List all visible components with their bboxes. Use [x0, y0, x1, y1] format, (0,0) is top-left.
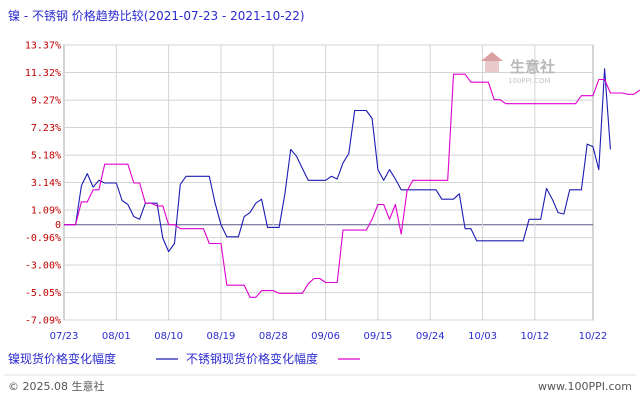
grid	[64, 44, 593, 321]
footer-copyright: © 2025.08 生意社	[8, 379, 104, 393]
x-axis-ticks: 07/23 08/01 08/10 08/19 08/28 09/06 09/15 09/24…	[50, 331, 608, 342]
watermark-logo: 生意社 100PPI.COM	[481, 52, 555, 85]
watermark-url: 100PPI.COM	[508, 77, 551, 85]
x-tick-label: 10/03	[468, 331, 497, 342]
x-tick-label: 08/28	[259, 331, 288, 342]
y-tick-label: 13.37%	[25, 41, 61, 52]
y-tick-label: -0.96%	[25, 233, 61, 244]
y-tick-label: 1.09%	[31, 206, 61, 217]
legend-label-stainless: 不锈钢现货价格变化幅度	[186, 351, 318, 366]
y-tick-label: 7.23%	[31, 123, 61, 134]
x-tick-label: 08/01	[102, 331, 131, 342]
y-axis-ticks: 13.37% 11.32% 9.27% 7.23% 5.18% 3.14% 1.09% 0 -0…	[25, 41, 61, 327]
y-tick-label: 11.32%	[25, 68, 61, 79]
series-line-nickel	[64, 68, 611, 253]
x-tick-label: 09/06	[311, 331, 340, 342]
x-tick-label: 07/23	[50, 331, 79, 342]
x-tick-label: 10/22	[579, 331, 608, 342]
y-tick-label: 0	[55, 220, 61, 231]
footer-site-link[interactable]: www.100PPI.com	[538, 380, 632, 393]
x-tick-label: 08/19	[207, 331, 236, 342]
y-tick-label: 9.27%	[31, 96, 61, 107]
chart-title: 镍 - 不锈钢 价格趋势比较(2021-07-23 - 2021-10-22)	[8, 8, 305, 23]
legend-label-nickel: 镍现货价格变化幅度	[8, 351, 116, 366]
series-lines	[64, 68, 640, 298]
x-tick-label: 09/15	[363, 331, 392, 342]
y-tick-label: 5.18%	[31, 151, 61, 162]
watermark-house-icon	[485, 60, 499, 72]
x-tick-label: 08/10	[154, 331, 183, 342]
series-line-stainless	[64, 73, 640, 298]
y-tick-label: -5.05%	[25, 288, 61, 299]
legend: 镍现货价格变化幅度 不锈钢现货价格变化幅度	[8, 351, 360, 366]
y-tick-label: 3.14%	[31, 178, 61, 189]
y-tick-label: -7.09%	[25, 316, 61, 327]
x-tick-label: 10/12	[520, 331, 549, 342]
watermark-name: 生意社	[510, 58, 555, 76]
x-tick-label: 09/24	[416, 331, 445, 342]
y-tick-label: -3.00%	[25, 261, 61, 272]
